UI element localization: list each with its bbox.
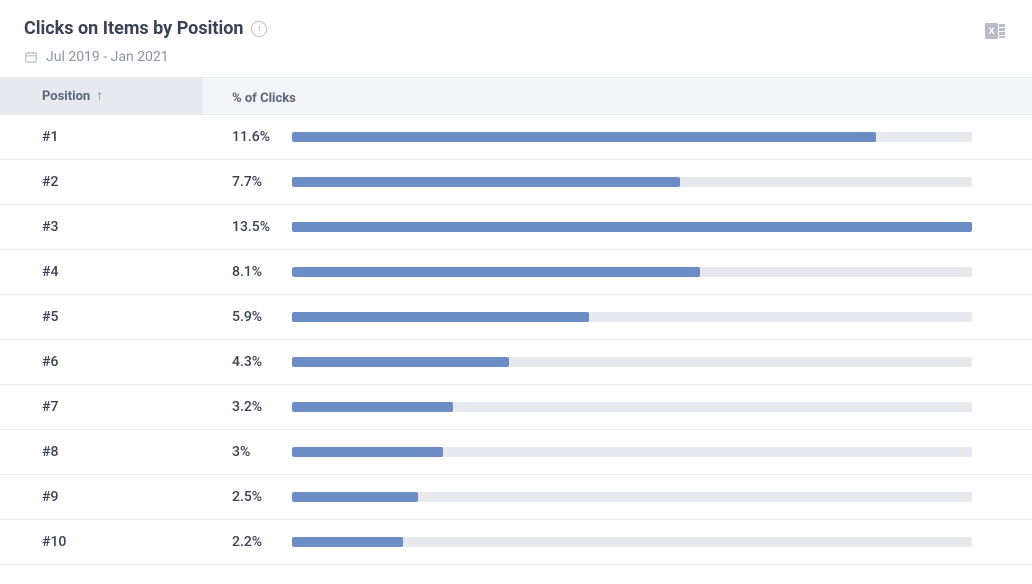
column-header-position[interactable]: Position ↑: [0, 78, 202, 114]
bar-track: [292, 267, 972, 277]
bar-track: [292, 132, 972, 142]
table-row: #55.9%: [0, 295, 1032, 340]
table-row: #48.1%: [0, 250, 1032, 295]
table-body: #111.6%#27.7%#313.5%#48.1%#55.9%#64.3%#7…: [0, 115, 1032, 565]
bar-fill: [292, 177, 680, 187]
bar-fill: [292, 267, 700, 277]
bar-fill: [292, 132, 876, 142]
cell-bar: [292, 402, 1032, 412]
sort-asc-icon: ↑: [96, 89, 103, 103]
cell-position: #1: [0, 129, 202, 145]
table-header-row: Position ↑ % of Clicks: [0, 77, 1032, 115]
cell-clicks-value: 5.9%: [202, 309, 292, 325]
cell-bar: [292, 537, 1032, 547]
bar-track: [292, 492, 972, 502]
clicks-by-position-widget: Clicks on Items by Position i Jul 2019 -…: [0, 0, 1032, 584]
cell-bar: [292, 222, 1032, 232]
cell-position: #10: [0, 534, 202, 550]
cell-bar: [292, 357, 1032, 367]
bar-fill: [292, 402, 453, 412]
cell-position: #7: [0, 399, 202, 415]
cell-clicks-value: 11.6%: [202, 129, 292, 145]
cell-position: #4: [0, 264, 202, 280]
title-row: Clicks on Items by Position i: [24, 18, 267, 39]
cell-clicks-value: 2.2%: [202, 534, 292, 550]
bar-track: [292, 447, 972, 457]
cell-bar: [292, 132, 1032, 142]
cell-clicks-value: 2.5%: [202, 489, 292, 505]
clicks-table: Position ↑ % of Clicks #111.6%#27.7%#313…: [0, 77, 1032, 565]
cell-clicks-value: 3.2%: [202, 399, 292, 415]
table-row: #313.5%: [0, 205, 1032, 250]
svg-text:X: X: [988, 26, 994, 36]
info-icon[interactable]: i: [251, 21, 267, 37]
cell-position: #3: [0, 219, 202, 235]
cell-bar: [292, 177, 1032, 187]
bar-fill: [292, 537, 403, 547]
table-row: #64.3%: [0, 340, 1032, 385]
cell-position: #8: [0, 444, 202, 460]
bar-fill: [292, 447, 443, 457]
cell-clicks-value: 3%: [202, 444, 292, 460]
position-header-label: Position: [42, 89, 90, 104]
widget-title: Clicks on Items by Position: [24, 18, 243, 39]
cell-clicks-value: 8.1%: [202, 264, 292, 280]
bar-fill: [292, 492, 418, 502]
cell-position: #6: [0, 354, 202, 370]
bar-fill: [292, 357, 509, 367]
cell-bar: [292, 447, 1032, 457]
cell-position: #5: [0, 309, 202, 325]
bar-track: [292, 312, 972, 322]
cell-bar: [292, 267, 1032, 277]
column-header-clicks[interactable]: % of Clicks: [202, 87, 1032, 106]
widget-header: Clicks on Items by Position i Jul 2019 -…: [0, 0, 1032, 77]
bar-track: [292, 357, 972, 367]
cell-position: #9: [0, 489, 202, 505]
cell-clicks-value: 13.5%: [202, 219, 292, 235]
date-range-row: Jul 2019 - Jan 2021: [24, 49, 267, 65]
bar-fill: [292, 222, 972, 232]
export-excel-icon[interactable]: X: [982, 18, 1008, 44]
table-row: #83%: [0, 430, 1032, 475]
table-row: #102.2%: [0, 520, 1032, 565]
cell-clicks-value: 7.7%: [202, 174, 292, 190]
date-range-label: Jul 2019 - Jan 2021: [46, 49, 169, 65]
bar-track: [292, 177, 972, 187]
bar-track: [292, 402, 972, 412]
table-row: #73.2%: [0, 385, 1032, 430]
table-row: #111.6%: [0, 115, 1032, 160]
clicks-header-label: % of Clicks: [232, 91, 296, 106]
table-row: #92.5%: [0, 475, 1032, 520]
bar-fill: [292, 312, 589, 322]
table-row: #27.7%: [0, 160, 1032, 205]
cell-clicks-value: 4.3%: [202, 354, 292, 370]
header-left: Clicks on Items by Position i Jul 2019 -…: [24, 18, 267, 65]
bar-track: [292, 222, 972, 232]
bar-track: [292, 537, 972, 547]
cell-position: #2: [0, 174, 202, 190]
cell-bar: [292, 492, 1032, 502]
calendar-icon: [24, 50, 38, 64]
cell-bar: [292, 312, 1032, 322]
